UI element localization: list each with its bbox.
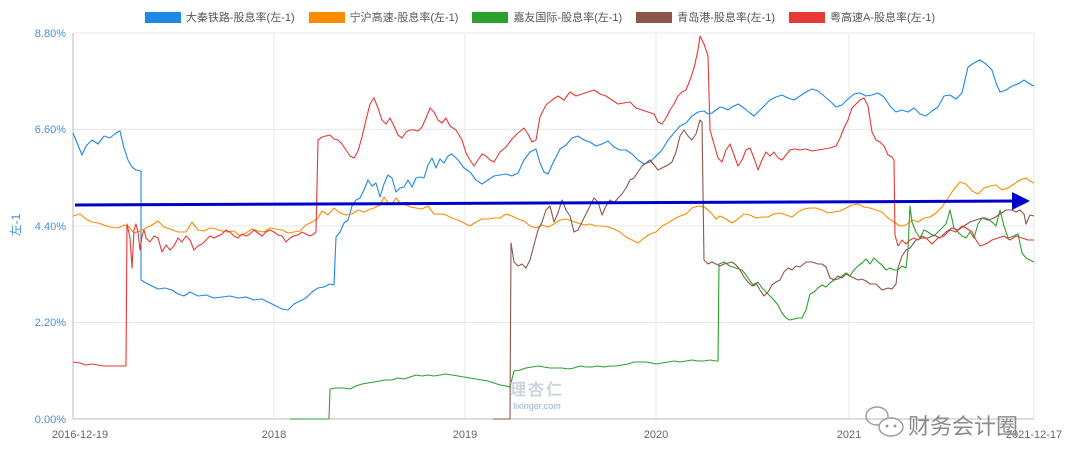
y-axis-ticks: 8.80% 6.60% 4.40% 2.20% 0.00% bbox=[35, 28, 66, 426]
chart-legend: 大秦铁路-股息率(左-1) 宁沪高速-股息率(左-1) 嘉友国际-股息率(左-1… bbox=[0, 9, 1080, 25]
legend-swatch-icon bbox=[789, 11, 825, 23]
legend-swatch-icon bbox=[636, 11, 673, 23]
wechat-account-name: 财务会计圈 bbox=[908, 414, 1018, 439]
legend-item-qingdaogang[interactable]: 青岛港-股息率(左-1) bbox=[636, 9, 775, 25]
grid-lines bbox=[73, 32, 1035, 419]
legend-label: 粤高速A-股息率(左-1) bbox=[830, 12, 936, 24]
legend-swatch-icon bbox=[308, 11, 345, 23]
legend-label: 嘉友国际-股息率(左-1) bbox=[513, 12, 623, 24]
legend-item-daqin[interactable]: 大秦铁路-股息率(左-1) bbox=[144, 9, 295, 25]
axes bbox=[72, 33, 1034, 420]
legend-item-ninghu[interactable]: 宁沪高速-股息率(左-1) bbox=[308, 9, 459, 25]
legend-label: 宁沪高速-股息率(左-1) bbox=[349, 12, 459, 24]
y-tick: 6.60% bbox=[35, 124, 66, 136]
lixinger-watermark: 理杏仁 lixinger.com bbox=[510, 380, 564, 411]
y-axis-label: 左-1 bbox=[8, 213, 23, 236]
legend-swatch-icon bbox=[144, 11, 181, 23]
series-line-qingdaogang[interactable] bbox=[493, 119, 1035, 420]
series-line-daqin[interactable] bbox=[72, 59, 1035, 311]
y-tick: 2.20% bbox=[35, 317, 66, 329]
y-tick: 0.00% bbox=[35, 414, 66, 426]
x-tick: 2020 bbox=[644, 429, 668, 441]
series-line-ninghu[interactable] bbox=[72, 177, 1035, 244]
x-axis-ticks: 2016-12-19 2018 2019 2020 2021 2021-12-1… bbox=[52, 429, 1062, 441]
legend-label: 青岛港-股息率(左-1) bbox=[677, 12, 775, 24]
legend-swatch-icon bbox=[472, 11, 509, 23]
lixinger-watermark-cn: 理杏仁 bbox=[510, 380, 564, 399]
lixinger-watermark-url: lixinger.com bbox=[513, 401, 561, 411]
legend-label: 大秦铁路-股息率(左-1) bbox=[185, 12, 295, 24]
legend-item-yuegaosu[interactable]: 粤高速A-股息率(左-1) bbox=[789, 9, 935, 25]
x-tick: 2019 bbox=[453, 429, 477, 441]
legend-item-jiayou[interactable]: 嘉友国际-股息率(左-1) bbox=[472, 9, 622, 25]
x-tick: 2016-12-19 bbox=[52, 429, 108, 441]
wechat-icon bbox=[865, 406, 904, 437]
y-tick: 8.80% bbox=[35, 28, 66, 40]
x-tick: 2021 bbox=[837, 429, 861, 441]
series-line-yuegaosu[interactable] bbox=[72, 35, 1034, 367]
wechat-watermark: 财务会计圈 bbox=[865, 406, 1018, 439]
y-tick: 4.40% bbox=[35, 221, 66, 233]
x-tick: 2018 bbox=[262, 429, 286, 441]
x-tick: 2021-12-17 bbox=[1006, 429, 1062, 441]
trend-arrow-annotation bbox=[74, 192, 1030, 211]
